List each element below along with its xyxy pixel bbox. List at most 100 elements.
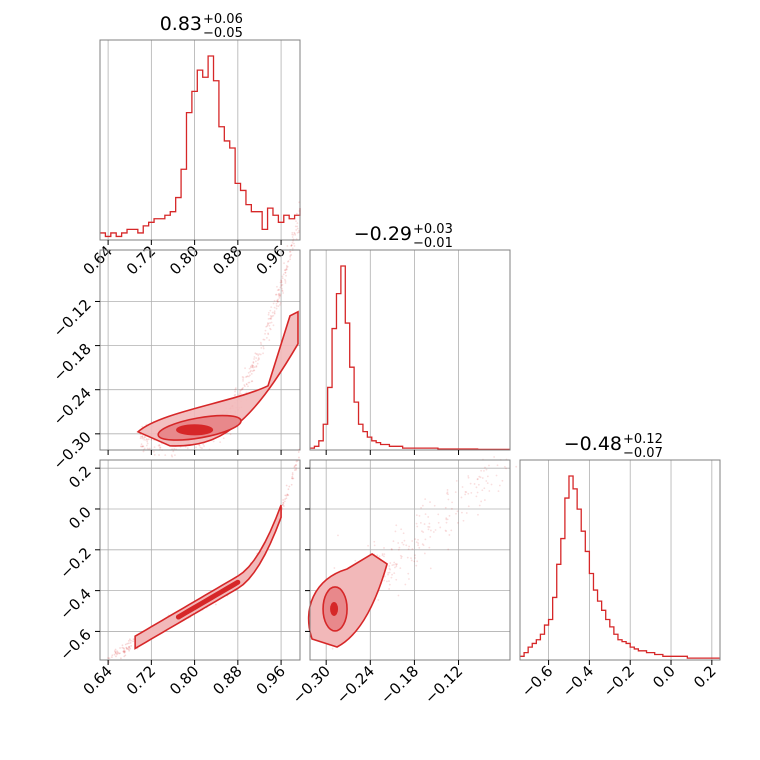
marginal-param-2-title-upper: +0.03 — [413, 222, 453, 237]
joint-param-2-param-3-point-118 — [411, 540, 414, 542]
joint-param-1-param-2-point-351 — [222, 437, 225, 440]
marginal-param-2-bin-8 — [345, 323, 349, 450]
joint-param-2-param-3-point-126 — [467, 475, 470, 477]
joint-param-1-param-2-point-303 — [174, 454, 176, 457]
joint-param-1-param-2-point-289 — [276, 299, 279, 302]
joint-param-1-param-3-point-171 — [291, 477, 293, 480]
joint-param-1-param-2-point-435 — [202, 443, 205, 446]
marginal-param-3-step-line — [520, 475, 720, 659]
marginal-param-3-xtick-label-0: −0.6 — [518, 662, 556, 700]
joint-param-1-param-2-point-236 — [158, 444, 161, 447]
marginal-param-2-frame — [309, 249, 511, 451]
marginal-param-1-xtick-label-3: 0.88 — [209, 242, 245, 278]
joint-param-2-param-3-point-55 — [416, 560, 419, 563]
joint-param-1-param-3-point-280 — [117, 651, 119, 654]
joint-param-2-param-3-point-419 — [430, 529, 432, 532]
joint-param-1-param-3-point-387 — [295, 468, 298, 471]
marginal-param-2-bin-10 — [354, 402, 358, 450]
joint-param-2-param-3-point-216 — [465, 491, 468, 494]
joint-param-1-param-2-point-16 — [284, 282, 287, 284]
joint-param-1-param-2-point-251 — [141, 437, 144, 440]
joint-param-1-param-2-point-93 — [295, 220, 297, 222]
joint-param-1-param-2-point-471 — [264, 329, 267, 332]
joint-param-2-param-3-xtick-label-2: −0.18 — [377, 662, 422, 707]
joint-param-1-param-3-point-13 — [291, 473, 294, 476]
joint-param-1-param-3-point-64 — [128, 639, 130, 642]
joint-param-1-param-2-point-33 — [284, 271, 287, 274]
joint-param-2-param-3-point-120 — [446, 491, 449, 494]
joint-param-2-param-3-point-123 — [461, 486, 464, 488]
joint-param-2-param-3-point-226 — [488, 464, 490, 467]
joint-param-1-param-3-point-43 — [282, 505, 285, 507]
joint-param-1-param-3-point-415 — [128, 646, 131, 649]
joint-param-2-param-3-point-403 — [429, 567, 432, 570]
joint-param-2-param-3-point-100 — [417, 538, 419, 541]
joint-param-1-param-2-point-343 — [292, 239, 294, 242]
joint-param-2-param-3-point-279 — [424, 498, 427, 501]
joint-param-2-param-3-point-182 — [390, 548, 393, 551]
marginal-param-3-xtick-label-1: −0.4 — [559, 662, 597, 700]
joint-param-1-param-2-point-406 — [142, 450, 145, 453]
joint-param-1-param-2-point-226 — [298, 210, 301, 212]
joint-param-2-param-3-point-243 — [475, 495, 478, 498]
joint-param-1-param-2-point-91 — [280, 280, 283, 282]
joint-param-1-param-3-ytick-label-0: −0.6 — [56, 626, 94, 664]
joint-param-1-param-2-point-318 — [273, 299, 276, 302]
joint-param-2-param-3-point-292 — [432, 531, 435, 533]
joint-param-2-param-3-point-268 — [381, 553, 384, 555]
joint-param-2-param-3-point-40 — [417, 544, 420, 547]
joint-param-2-param-3-point-342 — [390, 548, 393, 550]
joint-param-1-param-2-point-217 — [153, 446, 156, 449]
joint-param-1-param-2-point-288 — [262, 338, 265, 341]
joint-param-2-param-3-point-317 — [388, 565, 391, 567]
joint-param-1-param-2-point-311 — [145, 439, 147, 441]
joint-param-1-param-2-point-210 — [239, 389, 242, 392]
joint-param-1-param-2-point-332 — [255, 365, 258, 367]
joint-param-1-param-2-point-378 — [267, 322, 269, 324]
joint-param-2-param-3-contour-core — [330, 601, 339, 616]
joint-param-2-param-3-point-64 — [455, 479, 458, 482]
joint-param-2-param-3-point-152 — [404, 583, 407, 586]
joint-param-1-param-2-point-429 — [276, 289, 279, 292]
joint-param-1-param-2-point-357 — [252, 364, 255, 367]
marginal-param-1-bin-22 — [219, 127, 224, 240]
joint-param-2-param-3-point-306 — [447, 493, 449, 496]
joint-param-1-param-2-point-184 — [254, 360, 257, 363]
joint-param-1-param-2-point-301 — [141, 445, 144, 448]
joint-param-1-param-2-point-136 — [267, 313, 270, 316]
joint-param-2-param-3-point-44 — [421, 543, 424, 546]
joint-param-2-param-3-point-103 — [393, 572, 396, 575]
joint-param-2-param-3-point-354 — [337, 534, 339, 537]
joint-param-1-param-2-point-344 — [242, 378, 244, 381]
joint-param-1-param-2-point-275 — [285, 266, 288, 269]
marginal-param-1-bin-24 — [230, 148, 235, 240]
joint-param-1-param-3-point-243 — [298, 456, 300, 459]
joint-param-2-param-3-point-212 — [400, 557, 403, 560]
joint-param-1-param-2-point-0 — [139, 437, 142, 440]
joint-param-1-param-2-point-246 — [282, 292, 285, 294]
joint-param-1-param-3-point-351 — [285, 494, 288, 497]
joint-param-1-param-2-point-48 — [280, 281, 283, 283]
marginal-param-1-bin-11 — [159, 219, 164, 240]
joint-param-1-param-2-point-270 — [289, 250, 292, 253]
joint-param-2-param-3-point-253 — [480, 500, 483, 503]
joint-param-2-param-3-point-14 — [405, 544, 408, 547]
joint-param-2-param-3-point-16 — [418, 546, 421, 549]
joint-param-2-param-3-point-21 — [495, 474, 498, 477]
joint-param-2-param-3-point-164 — [470, 491, 473, 494]
joint-param-1-param-2-point-41 — [283, 262, 285, 265]
joint-param-2-param-3-point-281 — [446, 489, 449, 491]
joint-param-2-param-3-point-187 — [396, 563, 398, 566]
marginal-param-1-bin-4 — [122, 233, 127, 240]
joint-param-1-param-3-xtick-label-3: 0.88 — [209, 662, 245, 698]
joint-param-1-param-2-point-495 — [186, 447, 189, 450]
marginal-param-3-bin-31 — [647, 653, 651, 660]
joint-param-2-param-3-point-204 — [331, 647, 334, 650]
joint-param-1-param-3-point-92 — [125, 647, 128, 650]
joint-param-1-param-3-point-325 — [126, 642, 129, 645]
joint-param-2-param-3-point-119 — [373, 544, 376, 547]
joint-param-2-param-3-point-128 — [394, 530, 397, 533]
joint-param-1-param-2-point-235 — [153, 454, 156, 456]
marginal-param-3-bin-13 — [573, 489, 577, 660]
